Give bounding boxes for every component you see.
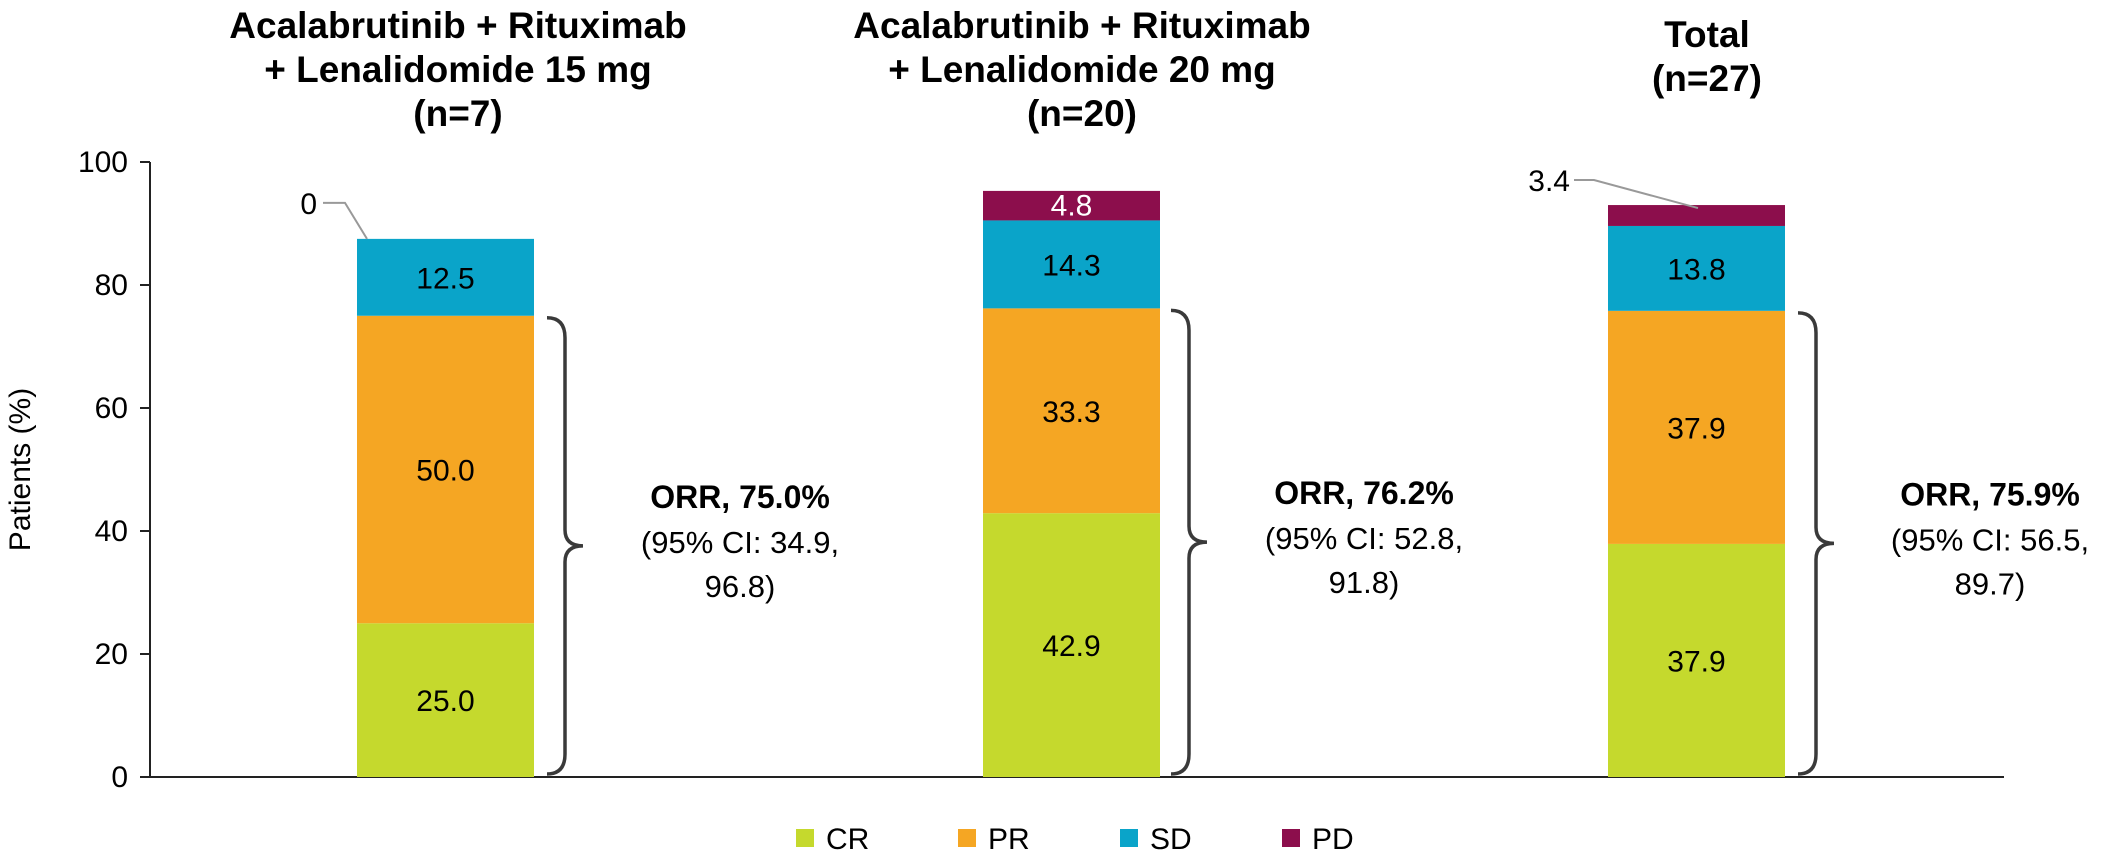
bar-segment-pr	[1608, 310, 1785, 544]
orr-bracket	[1797, 311, 1835, 776]
bar-data-label: 13.8	[1667, 253, 1725, 286]
group-title-line: (n=20)	[1027, 93, 1137, 134]
group-title-line: + Lenalidomide 20 mg	[888, 49, 1276, 90]
bar-data-label: 50.0	[416, 455, 474, 488]
orr-ci-label: 96.8)	[705, 569, 776, 604]
bar-data-label: 42.9	[1042, 630, 1100, 663]
bar-segment-pr	[983, 308, 1160, 514]
bar-segment-sd	[983, 220, 1160, 309]
y-tick-label: 80	[95, 269, 128, 302]
legend-swatch-pd	[1282, 829, 1300, 847]
y-axis-label: Patients (%)	[4, 388, 37, 551]
bar-segment-pd	[983, 190, 1160, 221]
group-title-line: + Lenalidomide 15 mg	[264, 49, 652, 90]
orr-ci-label: (95% CI: 34.9,	[641, 525, 839, 560]
legend-swatch-sd	[1120, 829, 1138, 847]
bar-segment-sd	[357, 238, 534, 316]
bar-data-label: 3.4	[1528, 165, 1570, 198]
orr-label: ORR, 75.0%	[650, 479, 830, 515]
bar-data-label: 0	[300, 188, 317, 221]
group-title-line: Acalabrutinib + Rituximab	[853, 5, 1310, 46]
orr-bracket	[1170, 308, 1208, 776]
orr-label: ORR, 76.2%	[1274, 475, 1454, 511]
bar-data-label: 4.8	[1051, 190, 1093, 223]
bar-data-label: 33.3	[1042, 396, 1100, 429]
legend-swatch-cr	[796, 829, 814, 847]
bar-segment-cr	[357, 623, 534, 777]
orr-ci-label: 89.7)	[1955, 566, 2026, 601]
group-title-line: (n=27)	[1652, 58, 1762, 99]
group-title-line: Acalabrutinib + Rituximab	[229, 5, 686, 46]
legend-label: PR	[988, 823, 1030, 856]
legend-label: CR	[826, 823, 869, 856]
bar-data-label: 14.3	[1042, 249, 1100, 282]
y-tick-label: 40	[95, 515, 128, 548]
y-tick-label: 0	[111, 761, 128, 794]
orr-ci-label: (95% CI: 52.8,	[1265, 521, 1463, 556]
orr-bracket	[546, 316, 584, 776]
bar-data-label: 37.9	[1667, 645, 1725, 678]
bar-data-label: 12.5	[416, 262, 474, 295]
legend-label: PD	[1312, 823, 1354, 856]
bar-segment-sd	[1608, 225, 1785, 311]
legend-swatch-pr	[958, 829, 976, 847]
bar-data-label: 25.0	[416, 685, 474, 718]
callout-leader-line	[1574, 179, 1699, 210]
y-tick-label: 60	[95, 392, 128, 425]
legend-label: SD	[1150, 823, 1192, 856]
y-tick-label: 20	[95, 638, 128, 671]
callout-leader-line	[323, 201, 368, 240]
orr-ci-label: (95% CI: 56.5,	[1891, 522, 2089, 557]
group-title-line: (n=7)	[413, 93, 502, 134]
y-tick-label: 100	[78, 146, 128, 179]
orr-ci-label: 91.8)	[1329, 565, 1400, 600]
group-title-line: Total	[1664, 14, 1750, 55]
orr-label: ORR, 75.9%	[1900, 476, 2080, 512]
bar-segment-cr	[983, 513, 1160, 777]
bar-segment-pr	[357, 315, 534, 624]
bar-segment-cr	[1608, 543, 1785, 777]
bar-data-label: 37.9	[1667, 412, 1725, 445]
bar-segment-pd	[1608, 205, 1785, 226]
